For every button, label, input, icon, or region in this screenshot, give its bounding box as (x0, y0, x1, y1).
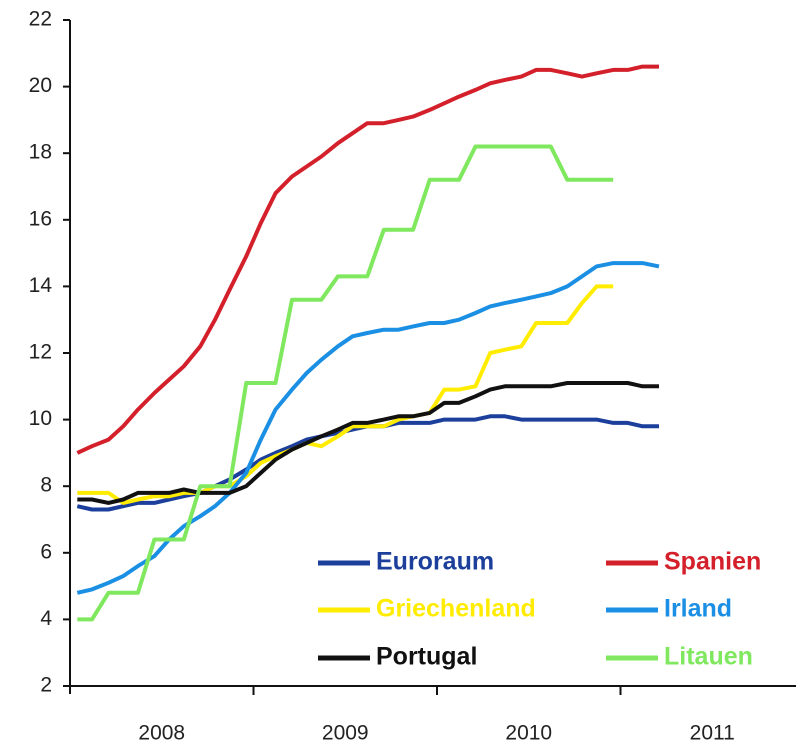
legend-label: Litauen (664, 643, 753, 671)
y-tick-label: 18 (29, 141, 52, 164)
x-tick-label: 2010 (505, 722, 552, 745)
y-tick-label: 4 (40, 607, 52, 630)
y-tick-label: 16 (29, 207, 52, 230)
series-line (76, 64, 659, 455)
legend-label: Portugal (376, 643, 477, 671)
x-tick-label: 2008 (138, 722, 185, 745)
series-line (77, 284, 614, 505)
y-tick-label: 14 (29, 274, 53, 297)
y-tick-label: 12 (29, 341, 52, 364)
legend-label: Spanien (664, 548, 761, 576)
series-line (77, 381, 659, 505)
legend-label: Irland (664, 595, 732, 623)
legend-label: Griechenland (376, 595, 536, 623)
y-tick-label: 10 (29, 407, 52, 430)
x-tick-label: 2009 (322, 722, 369, 745)
y-tick-label: 22 (29, 8, 52, 31)
y-tick-label: 20 (29, 74, 52, 97)
series-line (77, 144, 614, 622)
y-tick-label: 2 (40, 674, 52, 697)
x-tick-label: 2011 (690, 722, 735, 745)
y-tick-label: 6 (40, 540, 52, 563)
y-tick-label: 8 (40, 474, 52, 497)
series-line (76, 261, 660, 595)
legend-label: Euroraum (376, 548, 494, 576)
